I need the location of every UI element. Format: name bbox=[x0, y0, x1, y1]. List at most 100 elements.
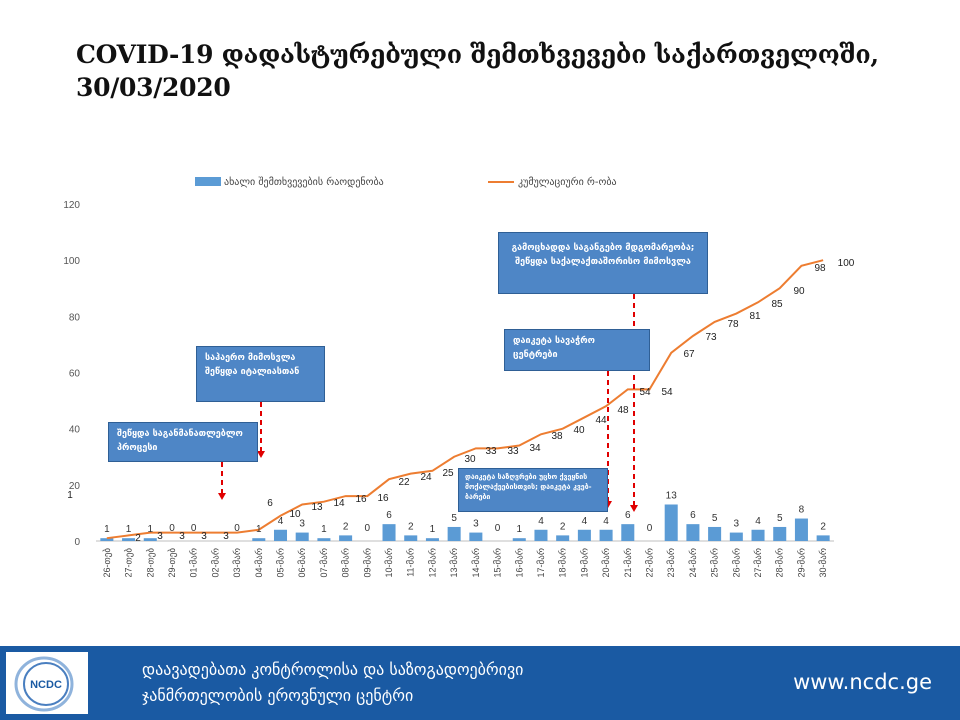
line-value-label: 48 bbox=[617, 405, 629, 416]
x-tick-label: 20-მარ bbox=[601, 548, 611, 577]
bar-value-label: 3 bbox=[734, 519, 740, 530]
x-tick-label: 29-მარ bbox=[796, 548, 806, 577]
bar bbox=[339, 535, 353, 541]
annotation-malls: დაიკეტა სავაჭრო ცენტრები bbox=[504, 329, 650, 371]
bar bbox=[751, 529, 765, 541]
bar bbox=[534, 529, 548, 541]
x-tick-label: 15-მარ bbox=[493, 548, 503, 577]
x-tick-label: 23-მარ bbox=[666, 548, 676, 577]
x-tick-label: 01-მარ bbox=[189, 548, 199, 577]
bar-value-label: 1 bbox=[147, 524, 153, 535]
x-tick-label: 21-მარ bbox=[623, 548, 633, 577]
line-value-label: 34 bbox=[529, 443, 541, 454]
bar bbox=[686, 524, 700, 541]
annotation-italy-flights: საჰაერო მიმოსვლა შეწყდა იტალიასთან bbox=[196, 346, 325, 402]
line-value-label: 33 bbox=[485, 446, 497, 457]
bar bbox=[100, 538, 114, 541]
bar-value-label: 2 bbox=[343, 521, 349, 532]
line-value-label: 3 bbox=[223, 531, 229, 542]
bar-value-label: 6 bbox=[625, 510, 631, 521]
bar bbox=[556, 535, 570, 541]
x-tick-label: 02-მარ bbox=[210, 548, 220, 577]
bar-value-label: 3 bbox=[299, 519, 305, 530]
annotation-arrowhead bbox=[630, 505, 638, 512]
bar-value-label: 1 bbox=[126, 524, 132, 535]
x-tick-label: 28-თებ bbox=[145, 548, 156, 578]
legend-label-new-cases: ახალი შემთხვევების რაოდენობა bbox=[224, 176, 384, 188]
x-tick-label: 25-მარ bbox=[710, 548, 720, 577]
x-tick-label: 05-მარ bbox=[276, 548, 286, 577]
bar-value-label: 4 bbox=[582, 516, 588, 527]
line-value-label: 38 bbox=[551, 431, 563, 442]
line-value-label: 3 bbox=[179, 531, 185, 542]
bar bbox=[295, 532, 309, 541]
bar-value-label: 4 bbox=[538, 516, 544, 527]
line-value-label: 73 bbox=[705, 332, 717, 343]
line-value-label: 85 bbox=[771, 299, 783, 310]
x-tick-label: 26-თებ bbox=[102, 548, 113, 578]
logo-text: NCDC bbox=[30, 679, 62, 691]
bar-value-label: 5 bbox=[451, 513, 457, 524]
annotation-emergency: გამოცხადდა საგანგებო მდგომარეობა; შეწყდა… bbox=[498, 232, 708, 294]
line-value-label: 1 bbox=[67, 490, 73, 501]
bar bbox=[382, 524, 396, 541]
x-tick-label: 09-მარ bbox=[362, 548, 372, 577]
line-value-label: 14 bbox=[333, 498, 345, 509]
ncdc-logo: NCDC bbox=[6, 652, 88, 714]
bar-value-label: 0 bbox=[365, 523, 371, 534]
line-value-label: 13 bbox=[311, 502, 323, 513]
x-tick-label: 13-მარ bbox=[449, 548, 459, 577]
x-tick-label: 27-მარ bbox=[753, 548, 763, 577]
line-value-label: 44 bbox=[595, 415, 607, 426]
bar-value-label: 0 bbox=[495, 523, 501, 534]
line-value-label: 54 bbox=[639, 387, 651, 398]
bar-value-label: 1 bbox=[321, 524, 327, 535]
line-value-label: 10 bbox=[289, 509, 301, 520]
x-tick-label: 18-მარ bbox=[558, 548, 568, 577]
line-value-label: 2 bbox=[135, 533, 141, 544]
bar bbox=[404, 535, 418, 541]
bar bbox=[621, 524, 635, 541]
x-tick-label: 24-მარ bbox=[688, 548, 698, 577]
bar bbox=[317, 538, 331, 541]
bar bbox=[773, 526, 787, 541]
bar bbox=[425, 538, 439, 541]
line-value-label: 67 bbox=[683, 349, 695, 360]
page-title: COVID-19 დადასტურებული შემთხვევები საქარ… bbox=[76, 40, 879, 102]
bar-value-label: 1 bbox=[516, 524, 522, 535]
bar-value-label: 2 bbox=[408, 521, 414, 532]
line-value-label: 54 bbox=[661, 387, 673, 398]
y-tick-label: 60 bbox=[69, 369, 81, 380]
bar bbox=[447, 526, 461, 541]
x-tick-label: 14-მარ bbox=[471, 548, 481, 577]
bar-value-label: 2 bbox=[820, 521, 826, 532]
x-tick-label: 08-მარ bbox=[341, 548, 351, 577]
bar-value-label: 13 bbox=[666, 490, 678, 501]
bar-value-label: 0 bbox=[234, 523, 240, 534]
bar-value-label: 1 bbox=[104, 524, 110, 535]
bar bbox=[469, 532, 483, 541]
bar-value-label: 6 bbox=[690, 510, 696, 521]
x-tick-label: 19-მარ bbox=[579, 548, 589, 577]
bar-value-label: 8 bbox=[799, 505, 805, 516]
bar-value-label: 5 bbox=[712, 513, 718, 524]
x-tick-label: 04-მარ bbox=[254, 548, 264, 577]
line-value-label: 16 bbox=[355, 494, 367, 505]
bar bbox=[122, 538, 136, 541]
line-value-label: 90 bbox=[793, 286, 805, 297]
bar-value-label: 3 bbox=[473, 519, 479, 530]
bar-value-label: 4 bbox=[603, 516, 609, 527]
x-tick-label: 16-მარ bbox=[514, 548, 524, 577]
footer-bar: NCDC დაავადებათა კონტროლისა და საზოგადოე… bbox=[0, 646, 960, 720]
x-tick-label: 17-მარ bbox=[536, 548, 546, 577]
bar bbox=[273, 529, 288, 541]
website-link[interactable]: www.ncdc.ge bbox=[793, 670, 932, 694]
bar bbox=[143, 538, 157, 541]
x-tick-label: 06-მარ bbox=[297, 548, 307, 577]
y-tick-label: 40 bbox=[69, 425, 81, 436]
line-value-label: 81 bbox=[749, 311, 761, 322]
x-tick-label: 03-მარ bbox=[232, 548, 242, 577]
line-value-label: 16 bbox=[377, 493, 389, 504]
annotation-borders: დაიკეტა საზღვრები უცხო ქვეყნის მოქალაქეე… bbox=[458, 468, 608, 512]
bar bbox=[252, 538, 266, 541]
